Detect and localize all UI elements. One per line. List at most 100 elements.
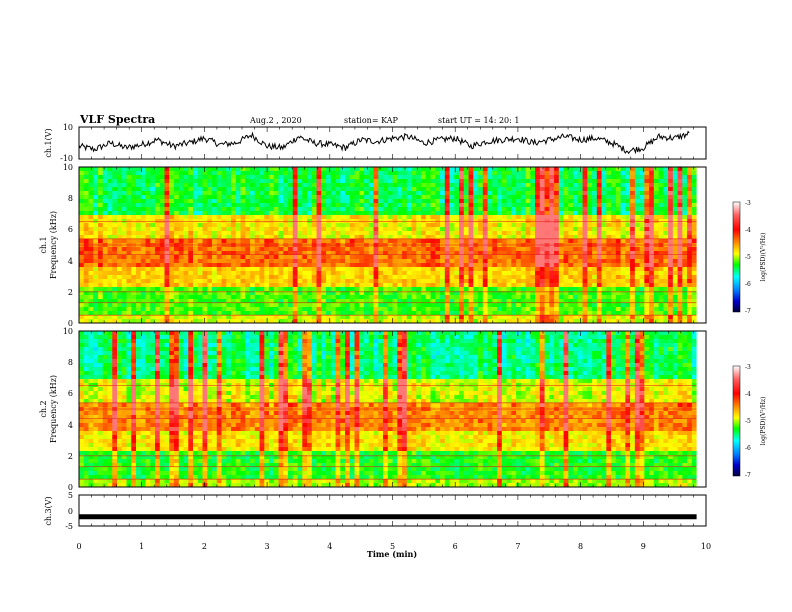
- ch1-spectrogram-cell: [444, 291, 450, 296]
- ch1-spectrogram-cell: [606, 307, 612, 312]
- ch1-spectrogram-cell: [311, 187, 317, 192]
- ch1-spectrogram-cell: [454, 315, 460, 320]
- ch1-spectrogram-cell: [392, 287, 398, 292]
- ch1-spectrogram-cell: [136, 319, 142, 324]
- ch1-spectrogram-cell: [497, 247, 503, 252]
- ch1-spectrogram-cell: [506, 207, 512, 212]
- ch1-spectrogram-cell: [478, 199, 484, 204]
- ch1-spectrogram-cell: [402, 231, 408, 236]
- ch1-spectrogram-cell: [212, 251, 218, 256]
- ch1-spectrogram-cell: [164, 203, 170, 208]
- ch1-spectrogram-cell: [364, 187, 370, 192]
- ch1-spectrogram-cell: [677, 311, 683, 316]
- ch1-spectrogram-cell: [501, 191, 507, 196]
- ch1-spectrogram-cell: [459, 307, 465, 312]
- ch1-spectrogram-cell: [625, 227, 631, 232]
- ch1-spectrogram-cell: [164, 171, 170, 176]
- ch1-spectrogram-cell: [326, 199, 332, 204]
- ch1-spectrogram-cell: [349, 203, 355, 208]
- ch1-spectrogram-cell: [611, 215, 617, 220]
- ch1-spectrogram-cell: [539, 311, 545, 316]
- ch1-spectrogram-cell: [212, 215, 218, 220]
- ch1-spectrogram-cell: [183, 207, 189, 212]
- ch1-spectrogram-cell: [155, 279, 161, 284]
- ch1-spectrogram-cell: [197, 291, 203, 296]
- ch1-spectrogram-cell: [102, 203, 108, 208]
- ch1-spectrogram-cell: [202, 291, 208, 296]
- ch1-spectrogram-cell: [440, 223, 446, 228]
- ch1-spectrogram-cell: [435, 267, 441, 272]
- ch1-spectrogram-cell: [573, 247, 579, 252]
- ch1-spectrogram-cell: [421, 187, 427, 192]
- ch1-spectrogram-cell: [387, 303, 393, 308]
- ch1-spectrogram-cell: [264, 175, 270, 180]
- ch1-spectrogram-cell: [549, 215, 555, 220]
- ch1-spectrogram-cell: [107, 223, 113, 228]
- ch1-spectrogram-cell: [615, 179, 621, 184]
- ch1-spectrogram-cell: [506, 191, 512, 196]
- ch1-spectrogram-cell: [506, 183, 512, 188]
- ch1-spectrogram-cell: [340, 195, 346, 200]
- ch1-spectrogram-cell: [535, 283, 541, 288]
- ch1-spectrogram-cell: [454, 191, 460, 196]
- ch1-spectrogram-cell: [653, 195, 659, 200]
- ch1-spectrogram-cell: [250, 311, 256, 316]
- ch1-spectrogram-cell: [254, 263, 260, 268]
- ch1-spectrogram-cell: [601, 311, 607, 316]
- ch1-spectrogram-cell: [620, 287, 626, 292]
- ch1-spectrogram-cell: [492, 227, 498, 232]
- ch1-spectrogram-cell: [615, 299, 621, 304]
- ch1-spectrogram-cell: [197, 211, 203, 216]
- ch1-spectrogram-cell: [473, 279, 479, 284]
- ch1-spectrogram-cell: [687, 191, 693, 196]
- ch1-spectrogram-cell: [454, 295, 460, 300]
- ch1-spectrogram-cell: [463, 315, 469, 320]
- ch1-spectrogram-cell: [516, 191, 522, 196]
- ch1-spectrogram-cell: [530, 295, 536, 300]
- ch1-spectrogram-cell: [102, 295, 108, 300]
- ch1-spectrogram-cell: [136, 255, 142, 260]
- ch1-spectrogram-cell: [682, 291, 688, 296]
- ch1-spectrogram-cell: [577, 203, 583, 208]
- ch1-spectrogram-cell: [478, 307, 484, 312]
- ch1-spectrogram-cell: [250, 203, 256, 208]
- ch1-spectrogram-cell: [687, 307, 693, 312]
- ch1-spectrogram-cell: [335, 287, 341, 292]
- ch1-spectrogram-cell: [273, 179, 279, 184]
- ch1-spectrogram-cell: [112, 235, 118, 240]
- ch1-spectrogram-cell: [587, 215, 593, 220]
- ch1-spectrogram-cell: [259, 259, 265, 264]
- ch1-spectrogram-cell: [411, 207, 417, 212]
- ch1-spectrogram-cell: [682, 259, 688, 264]
- ch1-spectrogram-cell: [639, 195, 645, 200]
- ch1-spectrogram-cell: [112, 311, 118, 316]
- ch1-spectrogram-cell: [169, 219, 175, 224]
- ch1-spectrogram-cell: [459, 219, 465, 224]
- ch1-spectrogram-cell: [454, 251, 460, 256]
- ch1-spectrogram-cell: [539, 307, 545, 312]
- ch1-spectrogram-cell: [169, 263, 175, 268]
- ch1-spectrogram-cell: [207, 279, 213, 284]
- ch1-spectrogram-cell: [615, 271, 621, 276]
- ch1-spectrogram-cell: [592, 211, 598, 216]
- ch1-spectrogram-cell: [273, 231, 279, 236]
- ch1-spectrogram-cell: [216, 287, 222, 292]
- ch1-spectrogram-cell: [535, 295, 541, 300]
- ch1-spectrogram-cell: [254, 207, 260, 212]
- ch1-spectrogram-cell: [330, 179, 336, 184]
- ch1-spectrogram-cell: [468, 303, 474, 308]
- ch1-spectrogram-cell: [539, 211, 545, 216]
- ch1-spectrogram-cell: [178, 267, 184, 272]
- ch1-spectrogram-cell: [326, 311, 332, 316]
- ch1-spectrogram-cell: [682, 207, 688, 212]
- ch1-spectrogram-cell: [421, 287, 427, 292]
- ch1-spectrogram-cell: [563, 311, 569, 316]
- ch1-spectrogram-cell: [691, 291, 697, 296]
- ch1-spectrogram-cell: [107, 219, 113, 224]
- ch1-spectrogram-cell: [88, 251, 94, 256]
- ch1-spectrogram-cell: [530, 211, 536, 216]
- ch1-spectrogram-cell: [501, 259, 507, 264]
- ch1-spectrogram-cell: [630, 219, 636, 224]
- ch1-spectrogram-cell: [473, 223, 479, 228]
- ch1-spectrogram-cell: [302, 263, 308, 268]
